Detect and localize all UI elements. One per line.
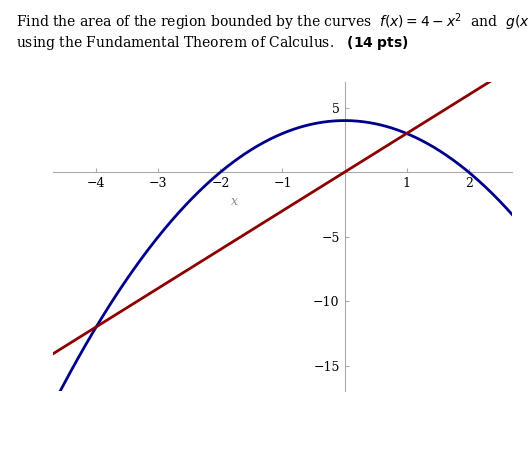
- Text: x: x: [231, 195, 238, 208]
- Text: Find the area of the region bounded by the curves  $f(x) = 4 - x^2$  and  $g(x) : Find the area of the region bounded by t…: [16, 11, 528, 33]
- Text: using the Fundamental Theorem of Calculus.   $\mathbf{(14\ pts)}$: using the Fundamental Theorem of Calculu…: [16, 34, 409, 52]
